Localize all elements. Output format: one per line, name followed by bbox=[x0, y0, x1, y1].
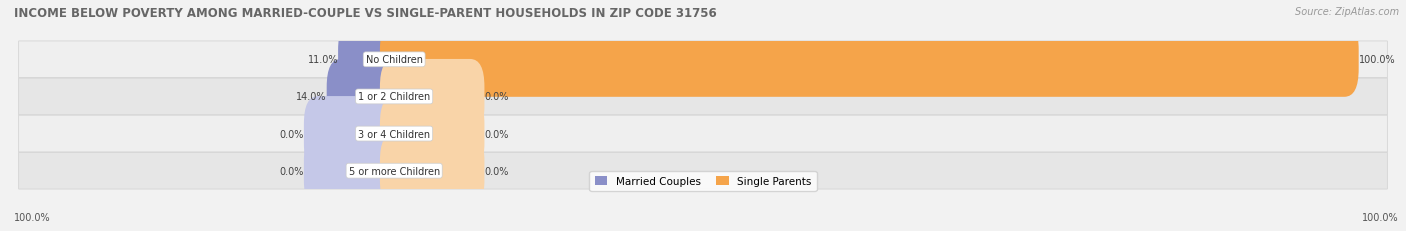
Text: 100.0%: 100.0% bbox=[1358, 55, 1395, 65]
FancyBboxPatch shape bbox=[304, 134, 408, 208]
Text: 11.0%: 11.0% bbox=[308, 55, 337, 65]
FancyBboxPatch shape bbox=[380, 60, 485, 134]
Text: INCOME BELOW POVERTY AMONG MARRIED-COUPLE VS SINGLE-PARENT HOUSEHOLDS IN ZIP COD: INCOME BELOW POVERTY AMONG MARRIED-COUPL… bbox=[14, 7, 717, 20]
Text: Source: ZipAtlas.com: Source: ZipAtlas.com bbox=[1295, 7, 1399, 17]
FancyBboxPatch shape bbox=[304, 97, 408, 171]
Legend: Married Couples, Single Parents: Married Couples, Single Parents bbox=[589, 171, 817, 192]
FancyBboxPatch shape bbox=[380, 23, 1358, 97]
Text: 0.0%: 0.0% bbox=[280, 129, 304, 139]
Text: No Children: No Children bbox=[366, 55, 423, 65]
FancyBboxPatch shape bbox=[18, 79, 1388, 115]
FancyBboxPatch shape bbox=[18, 42, 1388, 78]
FancyBboxPatch shape bbox=[18, 153, 1388, 189]
Text: 0.0%: 0.0% bbox=[485, 166, 509, 176]
Text: 100.0%: 100.0% bbox=[14, 212, 51, 222]
Text: 1 or 2 Children: 1 or 2 Children bbox=[359, 92, 430, 102]
Text: 0.0%: 0.0% bbox=[485, 92, 509, 102]
Text: 14.0%: 14.0% bbox=[297, 92, 326, 102]
FancyBboxPatch shape bbox=[337, 23, 408, 97]
FancyBboxPatch shape bbox=[18, 116, 1388, 152]
FancyBboxPatch shape bbox=[380, 134, 485, 208]
Text: 100.0%: 100.0% bbox=[1362, 212, 1399, 222]
Text: 3 or 4 Children: 3 or 4 Children bbox=[359, 129, 430, 139]
FancyBboxPatch shape bbox=[326, 60, 408, 134]
Text: 5 or more Children: 5 or more Children bbox=[349, 166, 440, 176]
Text: 0.0%: 0.0% bbox=[485, 129, 509, 139]
FancyBboxPatch shape bbox=[380, 97, 485, 171]
Text: 0.0%: 0.0% bbox=[280, 166, 304, 176]
